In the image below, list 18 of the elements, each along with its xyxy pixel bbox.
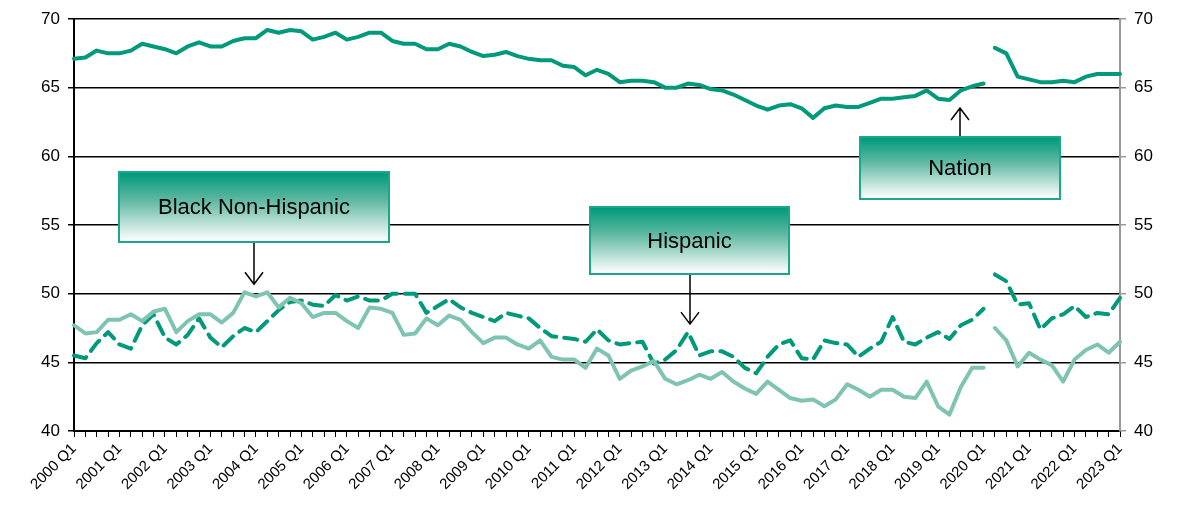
y2-tick-label: 40 [1134, 420, 1153, 440]
y-tick-label: 40 [41, 420, 60, 440]
callout-box: Hispanic [589, 206, 790, 275]
y2-tick-label: 45 [1134, 352, 1153, 372]
y-tick-label: 70 [41, 8, 60, 28]
y-tick-label: 65 [41, 77, 60, 97]
y-tick-label: 45 [41, 352, 60, 372]
callout-box: Black Non-Hispanic [118, 171, 390, 243]
y2-tick-label: 70 [1134, 8, 1153, 28]
y2-tick-label: 50 [1134, 283, 1153, 303]
line-series [72, 291, 986, 376]
y-tick-label: 50 [41, 283, 60, 303]
y2-tick-label: 65 [1134, 77, 1153, 97]
callout-box: Nation [859, 136, 1061, 200]
y-tick-label: 55 [41, 214, 60, 234]
y-tick-label: 60 [41, 146, 60, 166]
y2-tick-label: 55 [1134, 214, 1153, 234]
y2-tick-label: 60 [1134, 146, 1153, 166]
